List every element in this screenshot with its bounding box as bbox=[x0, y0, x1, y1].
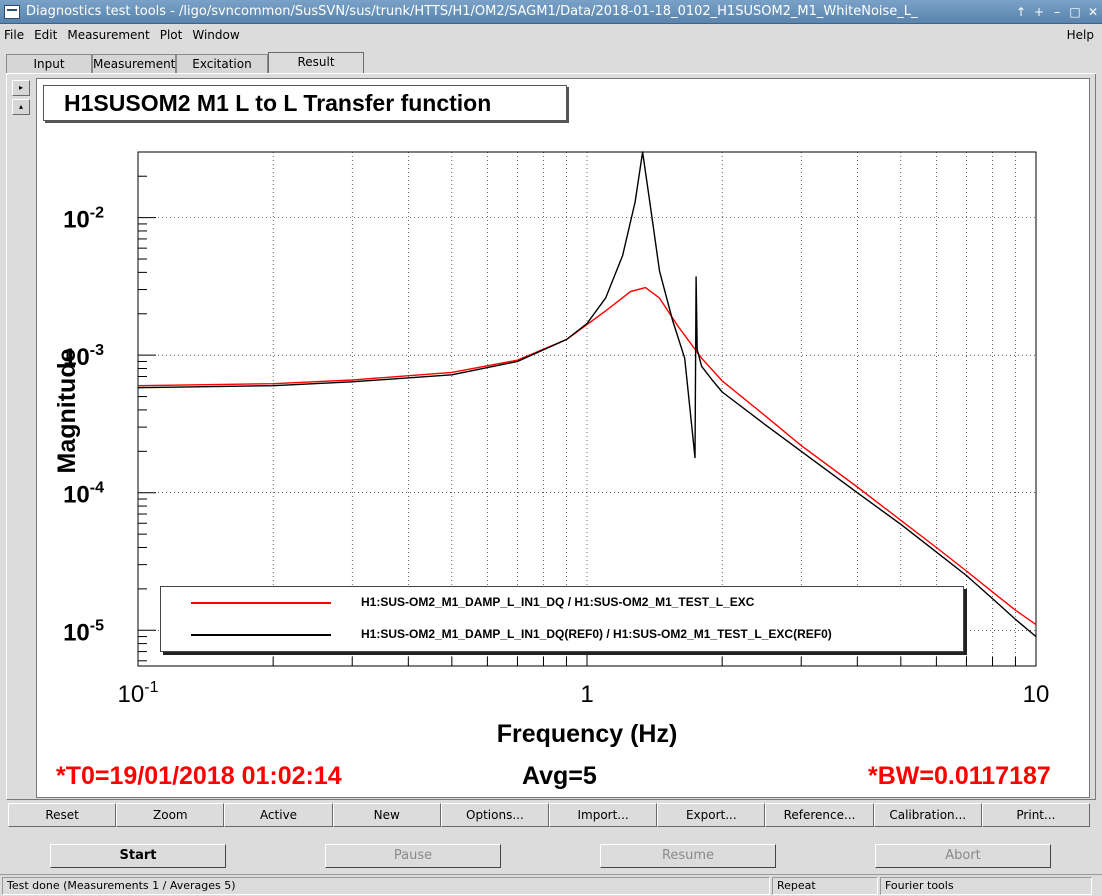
averages-label: Avg=5 bbox=[522, 762, 597, 790]
t0-label: *T0=19/01/2018 01:02:14 bbox=[56, 762, 342, 790]
zoom-button[interactable]: Zoom bbox=[116, 803, 225, 827]
plot-canvas[interactable] bbox=[36, 78, 1090, 798]
tab-input[interactable]: Input bbox=[6, 54, 92, 74]
menu-bar: File Edit Measurement Plot Window Help bbox=[0, 24, 1102, 46]
window-titlebar: Diagnostics test tools - /ligo/svncommon… bbox=[0, 0, 1102, 24]
series-line-2 bbox=[137, 151, 1037, 638]
x-axis-label: Frequency (Hz) bbox=[497, 720, 678, 748]
legend-entry: H1:SUS-OM2_M1_DAMP_L_IN1_DQ / H1:SUS-OM2… bbox=[161, 593, 963, 613]
y-tick-label: 10-4 bbox=[63, 480, 104, 509]
pin-icon[interactable]: + bbox=[1033, 4, 1045, 19]
plot-title: H1SUSOM2 M1 L to L Transfer function bbox=[43, 85, 567, 121]
y-tick-label: 10-2 bbox=[63, 205, 104, 234]
scroll-up-icon[interactable]: ▴ bbox=[12, 99, 30, 115]
status-message: Test done (Measurements 1 / Averages 5) bbox=[2, 877, 770, 895]
resume-button[interactable]: Resume bbox=[600, 844, 776, 868]
start-button[interactable]: Start bbox=[50, 844, 226, 868]
status-bar: Test done (Measurements 1 / Averages 5) … bbox=[0, 874, 1102, 896]
pause-button[interactable]: Pause bbox=[325, 844, 501, 868]
abort-button[interactable]: Abort bbox=[875, 844, 1051, 868]
menu-help[interactable]: Help bbox=[1066, 28, 1094, 42]
legend-swatch-red bbox=[191, 602, 331, 604]
x-tick-label: 1 bbox=[580, 681, 593, 708]
tab-result[interactable]: Result bbox=[268, 52, 364, 74]
reset-button[interactable]: Reset bbox=[8, 803, 117, 827]
menu-window[interactable]: Window bbox=[192, 28, 240, 42]
menu-plot[interactable]: Plot bbox=[159, 28, 183, 42]
menu-measurement[interactable]: Measurement bbox=[67, 28, 150, 42]
calibration-button[interactable]: Calibration... bbox=[873, 803, 982, 827]
menu-edit[interactable]: Edit bbox=[34, 28, 58, 42]
new-button[interactable]: New bbox=[332, 803, 441, 827]
series-line-1 bbox=[137, 286, 1037, 626]
tab-excitation[interactable]: Excitation bbox=[176, 54, 268, 74]
scroll-right-icon[interactable]: ▸ bbox=[12, 80, 30, 96]
maximize-icon[interactable]: □ bbox=[1069, 4, 1081, 19]
legend-entry: H1:SUS-OM2_M1_DAMP_L_IN1_DQ(REF0) / H1:S… bbox=[161, 625, 963, 645]
y-axis-label: Magnitude bbox=[53, 348, 81, 473]
tab-bar: Input Measurement Excitation Result bbox=[6, 52, 364, 74]
result-panel bbox=[6, 74, 1096, 800]
legend-label: H1:SUS-OM2_M1_DAMP_L_IN1_DQ / H1:SUS-OM2… bbox=[361, 595, 755, 609]
plot-legend: H1:SUS-OM2_M1_DAMP_L_IN1_DQ / H1:SUS-OM2… bbox=[160, 586, 964, 652]
plot-toolbar: Reset Zoom Active New Options... Import.… bbox=[8, 803, 1091, 827]
tab-measurement[interactable]: Measurement bbox=[92, 54, 176, 74]
legend-swatch-black bbox=[191, 634, 331, 636]
x-tick-label: 10 bbox=[1023, 681, 1050, 708]
app-icon bbox=[4, 4, 20, 19]
print-button[interactable]: Print... bbox=[981, 803, 1091, 827]
menu-file[interactable]: File bbox=[4, 28, 25, 42]
minimize-icon[interactable]: – bbox=[1054, 4, 1060, 19]
reference-button[interactable]: Reference... bbox=[765, 803, 874, 827]
window-title: Diagnostics test tools - /ligo/svncommon… bbox=[26, 4, 918, 19]
status-tool: Fourier tools bbox=[880, 877, 1092, 895]
export-button[interactable]: Export... bbox=[657, 803, 766, 827]
import-button[interactable]: Import... bbox=[549, 803, 658, 827]
options-button[interactable]: Options... bbox=[440, 803, 550, 827]
x-tick-label: 10-1 bbox=[118, 679, 159, 708]
active-button[interactable]: Active bbox=[224, 803, 333, 827]
y-tick-label: 10-5 bbox=[63, 617, 104, 646]
legend-label: H1:SUS-OM2_M1_DAMP_L_IN1_DQ(REF0) / H1:S… bbox=[361, 627, 832, 641]
keep-above-icon[interactable]: ↑ bbox=[1015, 4, 1027, 19]
close-icon[interactable]: ✕ bbox=[1087, 4, 1099, 19]
status-mode: Repeat bbox=[772, 877, 878, 895]
bandwidth-label: *BW=0.0117187 bbox=[868, 762, 1051, 790]
tab-divider bbox=[6, 73, 1096, 74]
